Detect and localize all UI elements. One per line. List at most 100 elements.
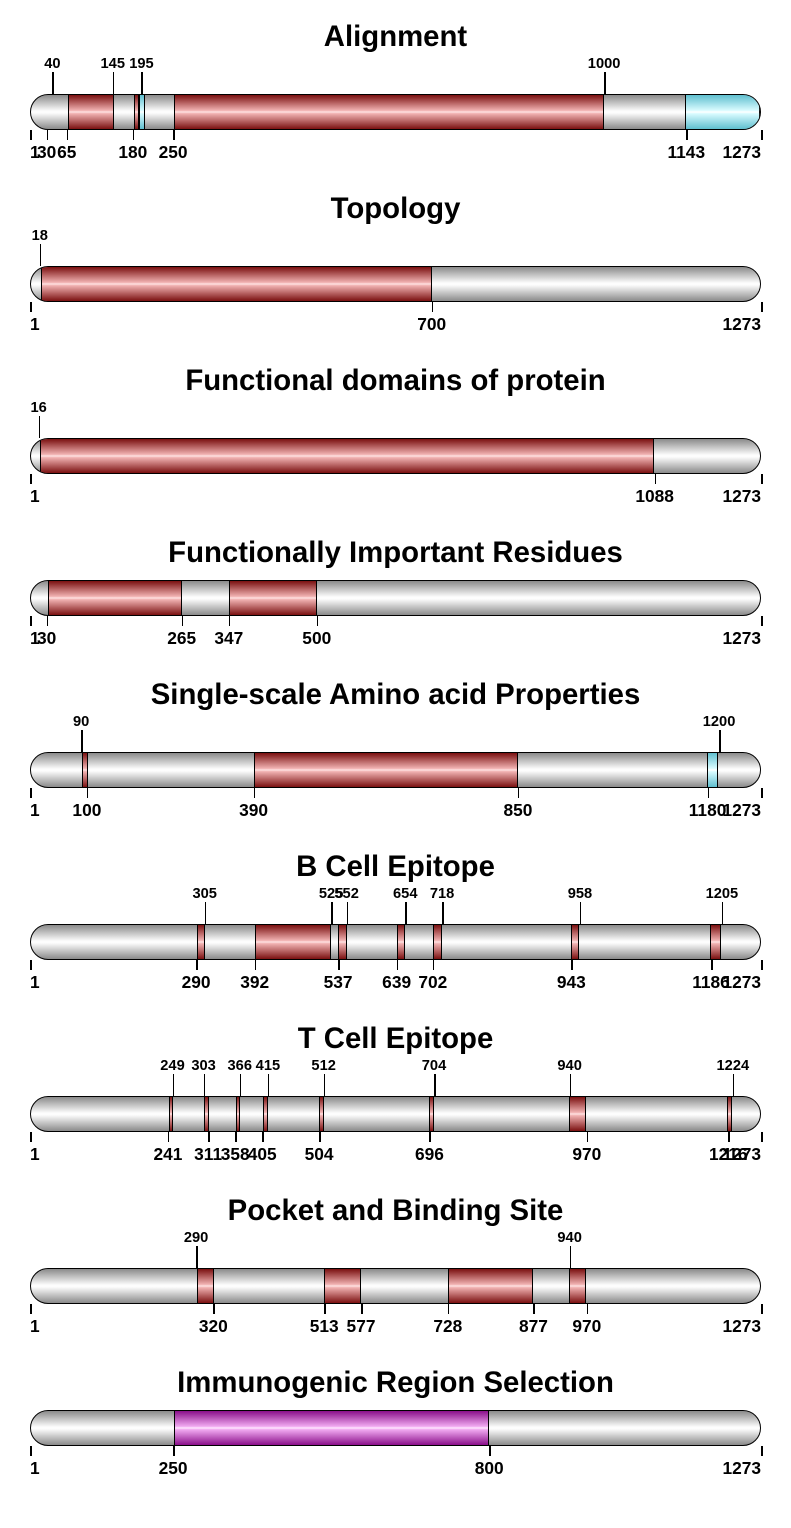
tick-bottom: [87, 788, 89, 798]
tick-label-bottom: 311: [194, 1144, 222, 1165]
tick-bottom: [518, 788, 520, 798]
tick-bottom: [182, 616, 184, 626]
tick-top: [570, 1246, 572, 1268]
tick-bottom: [761, 788, 763, 798]
tick-label-bottom: 390: [239, 800, 268, 821]
segment: [263, 1097, 269, 1131]
tick-top: [331, 902, 333, 924]
tick-bottom: [711, 960, 713, 970]
tick-label-bottom: 1: [30, 972, 40, 993]
tick-bottom: [229, 616, 231, 626]
segment: [685, 95, 760, 129]
tick-bottom: [571, 960, 573, 970]
segment: [68, 95, 114, 129]
panel-pocket: Pocket and Binding Site29094013205135777…: [20, 1194, 771, 1338]
segment: [433, 925, 442, 959]
tick-bottom: [196, 960, 198, 970]
tick-top: [719, 730, 721, 752]
panel-t-cell: T Cell Epitope24930336641551270494012241…: [20, 1022, 771, 1166]
tick-label-top: 940: [557, 1230, 581, 1246]
tick-label-top: 552: [334, 886, 358, 902]
tick-bottom: [761, 1446, 763, 1456]
bar-wrap: 1817001273: [30, 232, 761, 336]
tick-label-top: 1200: [703, 714, 736, 730]
tick-label-bottom: 290: [182, 972, 211, 993]
tick-bottom: [30, 302, 32, 312]
panel-alignment: Alignment4014519510001306518025011431273: [20, 20, 771, 164]
tick-label-top: 704: [422, 1058, 446, 1074]
tick-bottom: [213, 1304, 215, 1314]
panel-title: Immunogenic Region Selection: [20, 1366, 771, 1400]
tick-label-top: 305: [192, 886, 216, 902]
panel-topology: Topology1817001273: [20, 192, 771, 336]
tick-bottom: [533, 1304, 535, 1314]
bar-wrap: 4014519510001306518025011431273: [30, 60, 761, 164]
tick-label-bottom: 537: [324, 972, 353, 993]
diagram-root: Alignment4014519510001306518025011431273…: [20, 20, 771, 1480]
tick-label-bottom: 1: [30, 1458, 40, 1479]
tick-label-bottom: 1273: [722, 486, 761, 507]
domain-bar: [30, 1268, 761, 1304]
tick-bottom: [208, 1132, 210, 1142]
bar-wrap: 29094013205135777288779701273: [30, 1234, 761, 1338]
tick-bottom: [168, 1132, 170, 1142]
tick-bottom: [761, 1304, 763, 1314]
segment: [429, 1097, 434, 1131]
tick-label-bottom: 1: [30, 1316, 40, 1337]
tick-top: [39, 416, 41, 438]
tick-bottom: [30, 474, 32, 484]
tick-bottom: [47, 130, 49, 140]
segment: [174, 1411, 489, 1445]
tick-label-bottom: 1: [30, 486, 40, 507]
segment: [236, 1097, 241, 1131]
tick-bottom: [433, 960, 435, 970]
tick-bottom: [686, 130, 688, 140]
segment: [254, 753, 518, 787]
tick-label-bottom: 577: [347, 1316, 376, 1337]
bar-wrap: 16110881273: [30, 404, 761, 508]
tick-label-top: 654: [393, 886, 417, 902]
tick-label-bottom: 728: [433, 1316, 462, 1337]
tick-bottom: [30, 616, 32, 626]
tick-label-bottom: 320: [199, 1316, 228, 1337]
tick-top: [405, 902, 407, 924]
tick-label-bottom: 180: [118, 142, 147, 163]
tick-bottom: [30, 130, 32, 140]
tick-label-bottom: 639: [382, 972, 411, 993]
tick-bottom: [255, 960, 257, 970]
panel-title: Functional domains of protein: [20, 364, 771, 398]
domain-bar: [30, 1096, 761, 1132]
segment: [571, 925, 580, 959]
panel-important-residues: Functionally Important Residues130265347…: [20, 536, 771, 650]
segment: [204, 1097, 209, 1131]
domain-bar: [30, 266, 761, 302]
tick-label-top: 90: [73, 714, 89, 730]
segment: [41, 267, 432, 301]
tick-label-bottom: 1273: [722, 972, 761, 993]
bar-wrap: 3055255526547189581205129039253763970294…: [30, 890, 761, 994]
tick-top: [141, 72, 143, 94]
tick-label-top: 718: [430, 886, 454, 902]
tick-bottom: [708, 788, 710, 798]
tick-label-top: 1224: [717, 1058, 750, 1074]
tick-label-bottom: 1: [30, 1144, 40, 1165]
domain-bar: [30, 752, 761, 788]
segment: [569, 1097, 586, 1131]
tick-bottom: [319, 1132, 321, 1142]
tick-label-bottom: 30: [37, 628, 56, 649]
tick-label-bottom: 970: [572, 1316, 601, 1337]
segment: [397, 925, 406, 959]
tick-label-bottom: 405: [248, 1144, 277, 1165]
bar-wrap: 1302653475001273: [30, 576, 761, 650]
tick-bottom: [30, 788, 32, 798]
panel-title: Alignment: [20, 20, 771, 54]
tick-top: [40, 244, 42, 266]
tick-top: [347, 902, 349, 924]
tick-bottom: [173, 130, 175, 140]
tick-label-bottom: 250: [159, 142, 188, 163]
tick-bottom: [587, 1132, 589, 1142]
tick-label-bottom: 943: [557, 972, 586, 993]
tick-bottom: [761, 960, 763, 970]
tick-bottom: [317, 616, 319, 626]
tick-top: [113, 72, 115, 94]
